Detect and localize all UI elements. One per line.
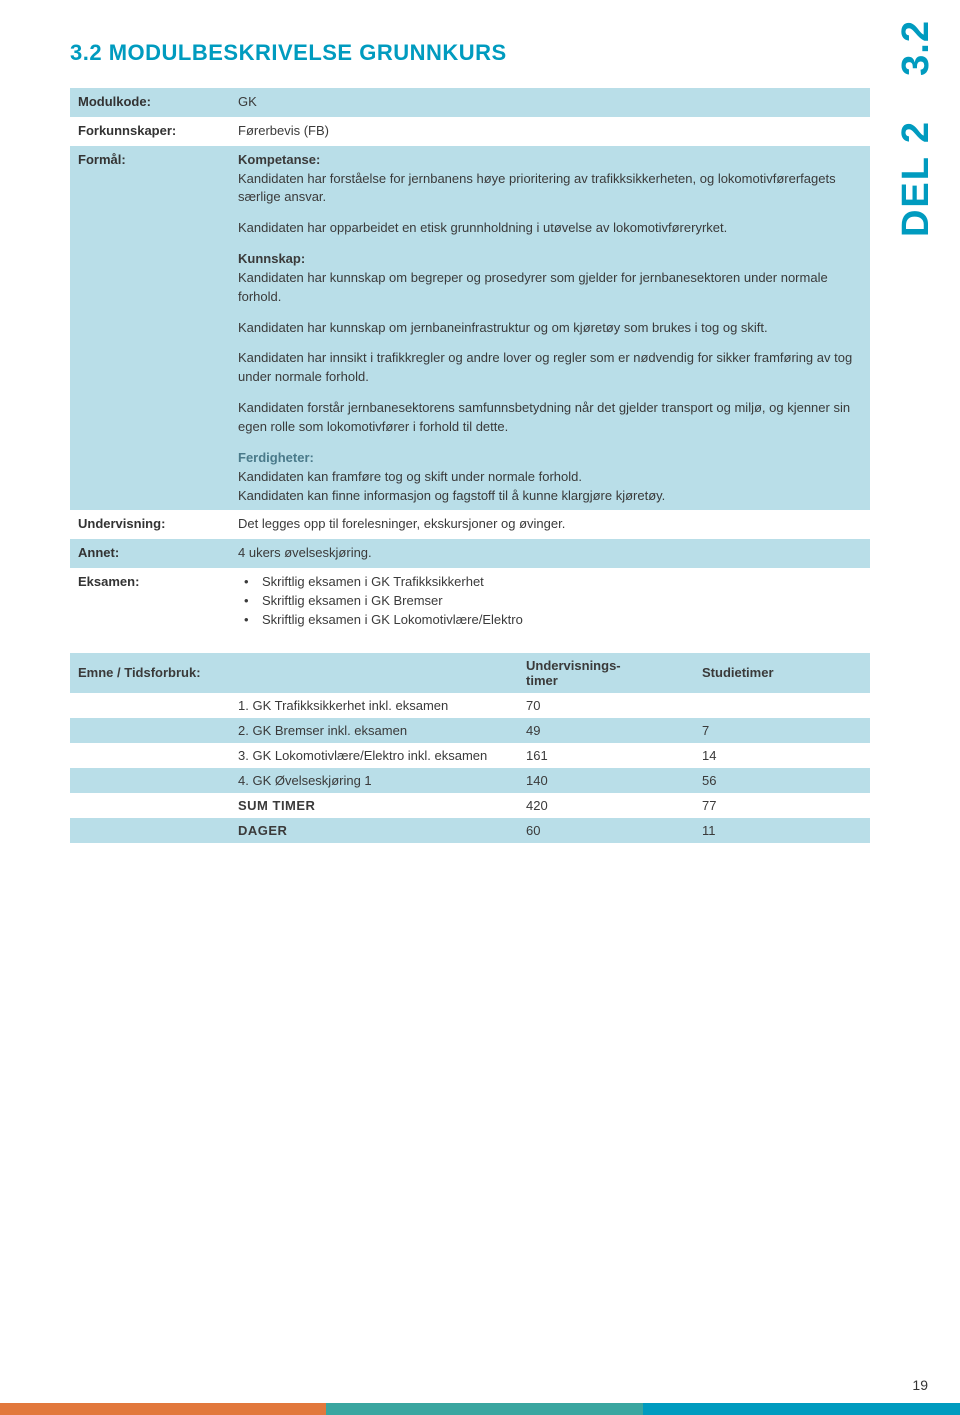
- tt-study-3: 14: [694, 743, 870, 768]
- timetable-row: 4. GK Øvelseskjøring 1 140 56: [70, 768, 870, 793]
- tt-subject-3: 3. GK Lokomotivlære/Elektro inkl. eksame…: [70, 743, 518, 768]
- side-tab-part: DEL 2: [895, 120, 938, 237]
- footer-bar-teal: [326, 1403, 643, 1415]
- label-undervisning: Undervisning:: [70, 510, 230, 539]
- head-study: Studietimer: [694, 653, 870, 693]
- timetable-dager: DAGER 60 11: [70, 818, 870, 843]
- head-kompetanse: Kompetanse:: [238, 151, 862, 170]
- timetable-row: 3. GK Lokomotivlære/Elektro inkl. eksame…: [70, 743, 870, 768]
- head-ferdigheter: Ferdigheter:: [238, 450, 314, 465]
- tt-study-1: [694, 693, 870, 718]
- eksamen-item-3: Skriftlig eksamen i GK Lokomotivlære/Ele…: [262, 611, 862, 630]
- value-undervisning: Det legges opp til forelesninger, ekskur…: [230, 510, 870, 539]
- timetable-sum: SUM TIMER 420 77: [70, 793, 870, 818]
- tt-hours-3: 161: [518, 743, 694, 768]
- section-title: 3.2 MODULBESKRIVELSE GRUNNKURS: [70, 40, 870, 66]
- row-undervisning: Undervisning: Det legges opp til foreles…: [70, 510, 870, 539]
- label-eksamen: Eksamen:: [70, 568, 230, 635]
- footer-bar-blue: [643, 1403, 960, 1415]
- tt-subject-2: 2. GK Bremser inkl. eksamen: [70, 718, 518, 743]
- value-forkunnskaper: Førerbevis (FB): [230, 117, 870, 146]
- eksamen-item-2: Skriftlig eksamen i GK Bremser: [262, 592, 862, 611]
- kompetanse-p2: Kandidaten har opparbeidet en etisk grun…: [238, 219, 862, 238]
- kunnskap-p3: Kandidaten har innsikt i trafikkregler o…: [238, 349, 862, 387]
- label-modulkode: Modulkode:: [70, 88, 230, 117]
- sum-hours: 420: [518, 793, 694, 818]
- tt-subject-4: 4. GK Øvelseskjøring 1: [70, 768, 518, 793]
- kompetanse-p1: Kandidaten har forståelse for jernbanens…: [238, 170, 862, 208]
- dager-label: DAGER: [70, 818, 518, 843]
- row-modulkode: Modulkode: GK: [70, 88, 870, 117]
- value-eksamen: Skriftlig eksamen i GK Trafikksikkerhet …: [230, 568, 870, 635]
- dager-hours: 60: [518, 818, 694, 843]
- label-formaal: Formål:: [70, 146, 230, 511]
- tt-study-2: 7: [694, 718, 870, 743]
- side-tab-section: 3.2: [895, 20, 938, 76]
- row-forkunnskaper: Forkunnskaper: Førerbevis (FB): [70, 117, 870, 146]
- dager-study: 11: [694, 818, 870, 843]
- footer-color-bar: [0, 1403, 960, 1415]
- page-number: 19: [912, 1377, 928, 1393]
- timetable-head: Emne / Tidsforbruk: Undervisnings- timer…: [70, 653, 870, 693]
- tt-study-4: 56: [694, 768, 870, 793]
- module-meta-table: Modulkode: GK Forkunnskaper: Førerbevis …: [70, 88, 870, 635]
- tt-hours-1: 70: [518, 693, 694, 718]
- timetable-row: 1. GK Trafikksikkerhet inkl. eksamen 70: [70, 693, 870, 718]
- kunnskap-p1: Kandidaten har kunnskap om begreper og p…: [238, 269, 862, 307]
- head-kunnskap: Kunnskap:: [238, 250, 862, 269]
- ferdigheter-p1: Kandidaten kan framføre tog og skift und…: [238, 469, 582, 484]
- value-formaal: Kompetanse: Kandidaten har forståelse fo…: [230, 146, 870, 511]
- row-formaal: Formål: Kompetanse: Kandidaten har forst…: [70, 146, 870, 511]
- tt-hours-4: 140: [518, 768, 694, 793]
- sum-study: 77: [694, 793, 870, 818]
- label-annet: Annet:: [70, 539, 230, 568]
- kunnskap-p2: Kandidaten har kunnskap om jernbaneinfra…: [238, 319, 862, 338]
- value-modulkode: GK: [230, 88, 870, 117]
- timetable-row: 2. GK Bremser inkl. eksamen 49 7: [70, 718, 870, 743]
- tt-subject-1: 1. GK Trafikksikkerhet inkl. eksamen: [70, 693, 518, 718]
- footer-bar-orange: [0, 1403, 326, 1415]
- row-annet: Annet: 4 ukers øvelseskjøring.: [70, 539, 870, 568]
- tt-hours-2: 49: [518, 718, 694, 743]
- label-emne-tidsforbruk: Emne / Tidsforbruk:: [70, 653, 518, 693]
- row-eksamen: Eksamen: Skriftlig eksamen i GK Trafikks…: [70, 568, 870, 635]
- label-forkunnskaper: Forkunnskaper:: [70, 117, 230, 146]
- timetable: Emne / Tidsforbruk: Undervisnings- timer…: [70, 653, 870, 843]
- value-annet: 4 ukers øvelseskjøring.: [230, 539, 870, 568]
- kunnskap-p4: Kandidaten forstår jernbanesektorens sam…: [238, 399, 862, 437]
- sum-label: SUM TIMER: [70, 793, 518, 818]
- eksamen-item-1: Skriftlig eksamen i GK Trafikksikkerhet: [262, 573, 862, 592]
- ferdigheter-p2: Kandidaten kan finne informasjon og fags…: [238, 488, 665, 503]
- head-hours: Undervisnings- timer: [518, 653, 694, 693]
